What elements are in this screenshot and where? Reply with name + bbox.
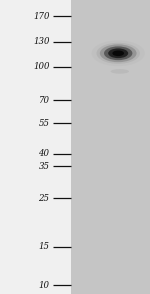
Ellipse shape (104, 46, 132, 60)
Ellipse shape (112, 51, 124, 56)
Ellipse shape (92, 40, 145, 66)
Text: 25: 25 (39, 194, 50, 203)
Ellipse shape (96, 43, 140, 64)
Ellipse shape (108, 49, 128, 58)
Text: 15: 15 (39, 242, 50, 251)
Text: 40: 40 (39, 149, 50, 158)
Text: 55: 55 (39, 119, 50, 128)
Text: 70: 70 (39, 96, 50, 105)
Text: 100: 100 (33, 62, 50, 71)
Text: 35: 35 (39, 162, 50, 171)
Text: 130: 130 (33, 37, 50, 46)
Ellipse shape (100, 44, 136, 62)
Ellipse shape (111, 69, 129, 74)
Text: 170: 170 (33, 12, 50, 21)
Bar (70, 0, 150, 294)
Text: 10: 10 (39, 281, 50, 290)
